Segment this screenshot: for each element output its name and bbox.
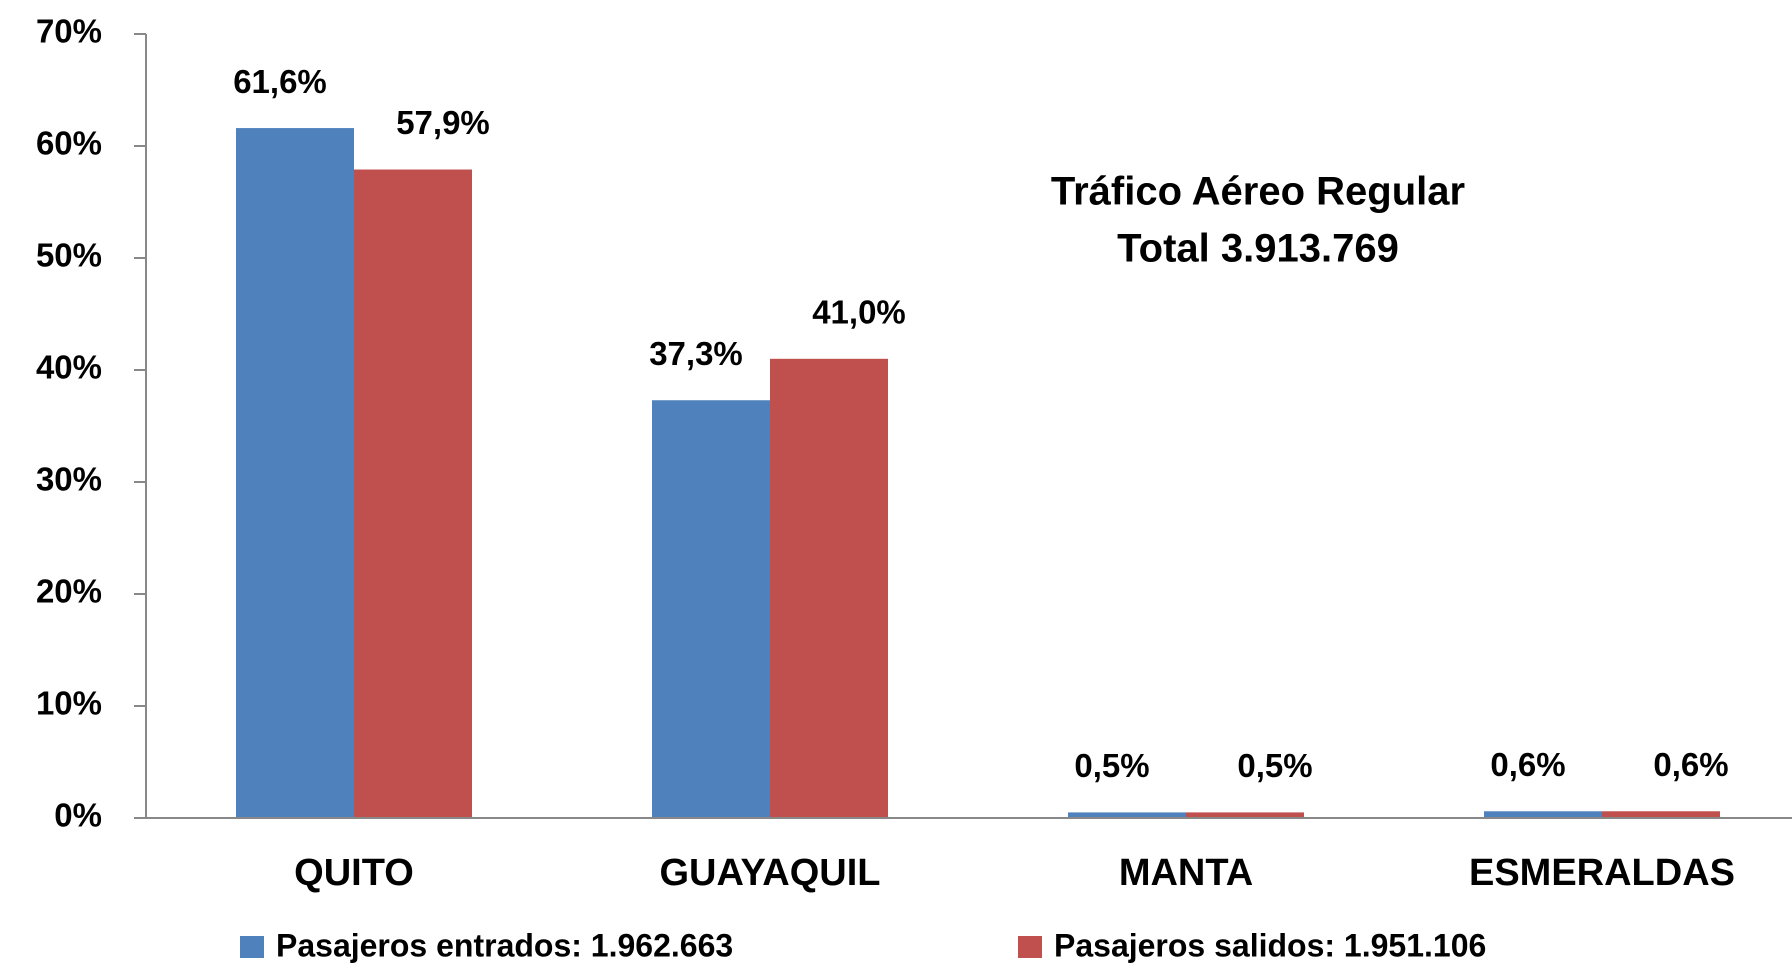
value-label: 37,3% bbox=[649, 335, 743, 372]
chart-subtitle: Total 3.913.769 bbox=[1117, 227, 1399, 271]
bar bbox=[770, 358, 888, 818]
y-tick-label: 60% bbox=[36, 125, 102, 162]
x-tick-label: ESMERALDAS bbox=[1469, 852, 1735, 894]
bar bbox=[354, 169, 472, 818]
y-tick-label: 50% bbox=[36, 237, 102, 274]
legend-swatch bbox=[1018, 936, 1042, 958]
value-label: 41,0% bbox=[812, 294, 906, 331]
value-label: 0,5% bbox=[1074, 747, 1149, 784]
value-label: 0,5% bbox=[1237, 747, 1312, 784]
x-tick-label: QUITO bbox=[294, 852, 414, 894]
bar bbox=[236, 128, 354, 818]
y-tick-label: 20% bbox=[36, 573, 102, 610]
legend-swatch bbox=[240, 936, 264, 958]
y-tick-label: 30% bbox=[36, 461, 102, 498]
y-tick-label: 40% bbox=[36, 349, 102, 386]
bar bbox=[652, 400, 770, 818]
bar bbox=[1484, 811, 1602, 818]
legend-label: Pasajeros salidos: 1.951.106 bbox=[1054, 927, 1486, 963]
y-tick-label: 10% bbox=[36, 685, 102, 722]
bar bbox=[1186, 812, 1304, 818]
legend-label: Pasajeros entrados: 1.962.663 bbox=[276, 927, 733, 963]
value-label: 61,6% bbox=[233, 63, 327, 100]
value-label: 57,9% bbox=[396, 104, 490, 141]
bar bbox=[1602, 811, 1720, 818]
bar bbox=[1068, 812, 1186, 818]
y-tick-label: 0% bbox=[54, 797, 102, 834]
chart-title: Tráfico Aéreo Regular bbox=[1051, 170, 1465, 214]
value-label: 0,6% bbox=[1653, 746, 1728, 783]
x-tick-label: GUAYAQUIL bbox=[659, 852, 880, 894]
y-tick-label: 70% bbox=[36, 13, 102, 50]
value-label: 0,6% bbox=[1490, 746, 1565, 783]
x-tick-label: MANTA bbox=[1119, 852, 1253, 894]
